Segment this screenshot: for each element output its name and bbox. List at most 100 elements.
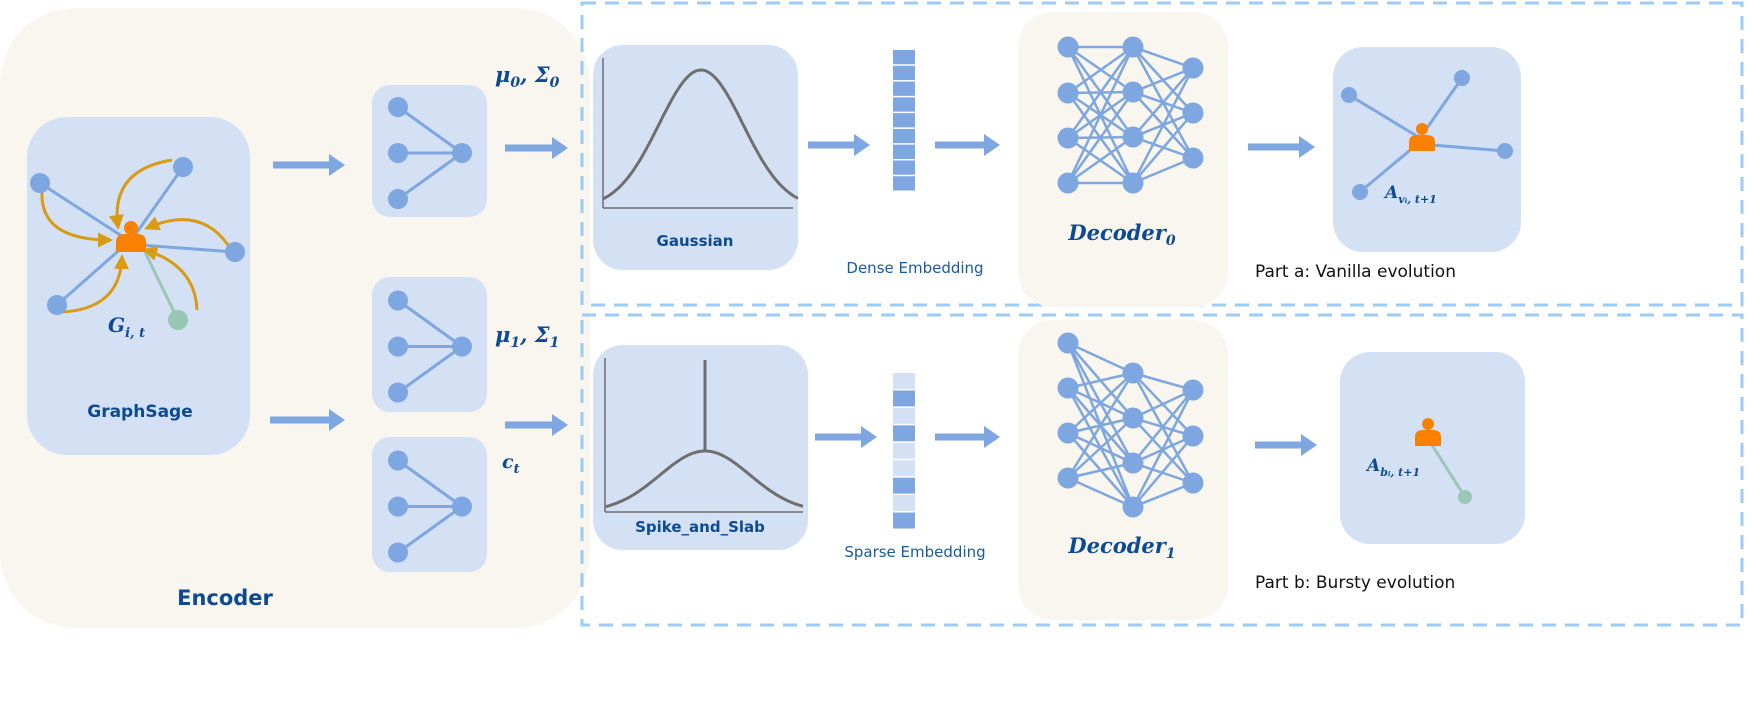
- embedding-cell-active: [893, 113, 915, 128]
- network-connection: [1067, 417, 1134, 479]
- embedding-cell-active: [893, 50, 915, 65]
- network-neuron: [1122, 407, 1144, 429]
- network-neuron: [1057, 36, 1079, 58]
- person-icon: [116, 221, 146, 252]
- arrow-shaft: [1248, 143, 1301, 151]
- embedding-cell-active: [893, 65, 915, 81]
- part-a-dashed-box: [580, 1, 1744, 307]
- network-connection: [1066, 91, 1135, 184]
- network-neuron: [1057, 82, 1079, 104]
- spike-and-slab-panel: Spike_and_Slab: [593, 345, 808, 550]
- embedding-cell-zero: [893, 442, 915, 459]
- embedding-cell-active: [893, 128, 915, 144]
- network-neuron: [1182, 57, 1204, 79]
- flow-arrow: [815, 426, 877, 448]
- graph-node: [225, 242, 245, 262]
- graph-node: [388, 496, 408, 517]
- graph-node: [388, 97, 408, 117]
- network-neuron: [1122, 81, 1144, 103]
- part-a-caption: Part a: Vanilla evolution: [1255, 262, 1456, 282]
- decoder-1-network: [1057, 332, 1204, 518]
- network-connection: [1132, 156, 1194, 185]
- embedding-cell-zero: [893, 495, 915, 512]
- flow-arrow: [505, 414, 568, 436]
- vanilla-output-label: Avᵢ, t+1: [1383, 183, 1437, 206]
- network-connection: [1132, 67, 1194, 138]
- graph-node: [388, 336, 408, 357]
- arrow-shaft: [505, 144, 554, 152]
- arrow-head: [552, 137, 568, 159]
- network-connection: [1132, 389, 1194, 464]
- network-connection: [1132, 45, 1194, 70]
- graph-node: [388, 542, 408, 563]
- graph-node: [1352, 184, 1368, 200]
- flow-arrow: [935, 134, 1000, 156]
- graph-node: [452, 143, 472, 163]
- person-icon: [1409, 123, 1435, 151]
- decoder-0-network: [1057, 36, 1204, 194]
- dense-embedding-vector: [893, 50, 915, 191]
- sparse-embedding-vector: [893, 373, 915, 529]
- network-connection: [1132, 481, 1194, 509]
- network-connection: [1132, 388, 1194, 420]
- flow-arrow: [1255, 434, 1317, 456]
- encoder-title: Encoder: [177, 586, 273, 610]
- graph-node: [47, 295, 67, 315]
- arrow-shaft: [808, 141, 856, 149]
- network-neuron: [1182, 147, 1204, 169]
- network-connection: [1067, 341, 1134, 375]
- embedding-cell-active: [893, 512, 915, 529]
- arrow-head: [854, 134, 870, 156]
- network-connection: [1132, 112, 1194, 184]
- graph-node: [388, 290, 408, 311]
- arrow-shaft: [273, 161, 331, 169]
- network-neuron: [1182, 379, 1204, 401]
- graph-edge: [397, 105, 463, 155]
- gaussian-curve: [602, 68, 799, 201]
- person-icon: [1415, 418, 1441, 446]
- graph-node: [1341, 87, 1357, 103]
- vanilla-output-graph-panel: Avᵢ, t+1: [1333, 47, 1521, 252]
- spike-and-slab-label: Spike_and_Slab: [635, 518, 765, 536]
- encoder-output-panel: [372, 85, 487, 217]
- graph-node: [30, 173, 50, 193]
- flow-arrow: [270, 409, 345, 431]
- embedding-cell-active: [893, 390, 915, 407]
- network-connection: [1066, 372, 1135, 479]
- arrow-shaft: [1255, 441, 1303, 449]
- network-connection: [1067, 372, 1134, 434]
- embedding-cell-active: [893, 97, 915, 112]
- mu0-sigma0-label: μ0, Σ0: [495, 62, 560, 91]
- embedding-cell-active: [893, 176, 915, 191]
- graph-edge: [397, 151, 463, 201]
- graph-label: Gi, t: [108, 313, 145, 341]
- network-neuron: [1182, 425, 1204, 447]
- graphsage-label: GraphSage: [87, 402, 193, 422]
- arrow-head: [984, 426, 1000, 448]
- network-connection: [1132, 66, 1194, 94]
- network-connection: [1067, 461, 1134, 480]
- flow-arrow: [505, 137, 568, 159]
- embedding-cell-active: [893, 477, 915, 494]
- c-t-label: ct: [502, 451, 520, 477]
- gaussian-label: Gaussian: [657, 232, 734, 250]
- graph-edge: [397, 299, 463, 348]
- network-connection: [1066, 46, 1135, 184]
- arrow-head: [861, 426, 877, 448]
- part-b-dashed-box: [580, 313, 1744, 627]
- flow-arrow: [808, 134, 870, 156]
- embedding-cell-zero: [893, 460, 915, 477]
- embedding-cell-active: [893, 160, 915, 175]
- arrow-head: [329, 409, 345, 431]
- network-neuron: [1057, 332, 1079, 354]
- arrow-head: [552, 414, 568, 436]
- network-neuron: [1122, 126, 1144, 148]
- network-neuron: [1122, 452, 1144, 474]
- decoder-1-panel: [1018, 320, 1228, 620]
- embedding-cell-active: [893, 144, 915, 159]
- graph-node: [388, 189, 408, 209]
- network-neuron: [1057, 467, 1079, 489]
- graph-node: [388, 143, 408, 163]
- network-connection: [1132, 435, 1194, 508]
- embedding-cell-zero: [893, 407, 915, 424]
